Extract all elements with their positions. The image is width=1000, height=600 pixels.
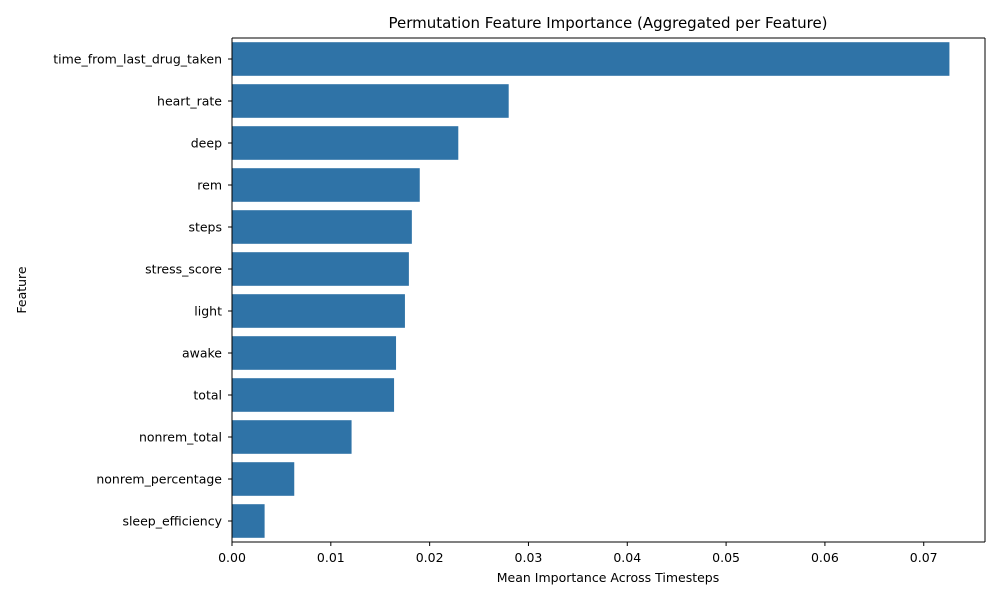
y-tick-label: stress_score bbox=[145, 262, 222, 277]
bar-nonrem_total bbox=[232, 420, 352, 454]
x-tick-label: 0.03 bbox=[515, 550, 543, 565]
chart-title: Permutation Feature Importance (Aggregat… bbox=[388, 14, 827, 32]
bar-time_from_last_drug_taken bbox=[232, 42, 950, 76]
x-tick-label: 0.01 bbox=[317, 550, 345, 565]
y-tick-label: nonrem_percentage bbox=[96, 472, 222, 487]
y-tick-label: nonrem_total bbox=[139, 430, 222, 445]
bar-sleep_efficiency bbox=[232, 504, 265, 538]
y-tick-label: total bbox=[193, 388, 222, 403]
y-axis-label: Feature bbox=[14, 266, 29, 314]
x-tick-label: 0.07 bbox=[910, 550, 938, 565]
x-tick-label: 0.06 bbox=[811, 550, 839, 565]
y-tick-label: sleep_efficiency bbox=[122, 514, 222, 529]
bar-total bbox=[232, 378, 395, 412]
bar-stress_score bbox=[232, 252, 409, 286]
bar-rem bbox=[232, 168, 420, 202]
y-tick-label: heart_rate bbox=[157, 94, 222, 109]
x-axis-label: Mean Importance Across Timesteps bbox=[497, 570, 720, 585]
x-tick-label: 0.05 bbox=[712, 550, 740, 565]
x-tick-label: 0.02 bbox=[416, 550, 444, 565]
y-tick-label: rem bbox=[197, 178, 222, 193]
bars-group bbox=[232, 42, 950, 538]
bar-steps bbox=[232, 210, 412, 244]
y-tick-label: deep bbox=[191, 136, 222, 151]
x-ticks: 0.00 0.01 0.02 0.03 0.04 0.05 0.06 0.07 bbox=[218, 542, 938, 565]
y-tick-label: steps bbox=[188, 220, 222, 235]
y-tick-label: time_from_last_drug_taken bbox=[53, 52, 222, 67]
bar-deep bbox=[232, 126, 459, 160]
bar-awake bbox=[232, 336, 397, 370]
y-tick-label: light bbox=[194, 304, 222, 319]
bar-light bbox=[232, 294, 405, 328]
bar-heart_rate bbox=[232, 84, 509, 118]
bar-nonrem_percentage bbox=[232, 462, 295, 496]
y-tick-label: awake bbox=[182, 346, 222, 361]
x-tick-label: 0.04 bbox=[613, 550, 641, 565]
x-tick-label: 0.00 bbox=[218, 550, 246, 565]
